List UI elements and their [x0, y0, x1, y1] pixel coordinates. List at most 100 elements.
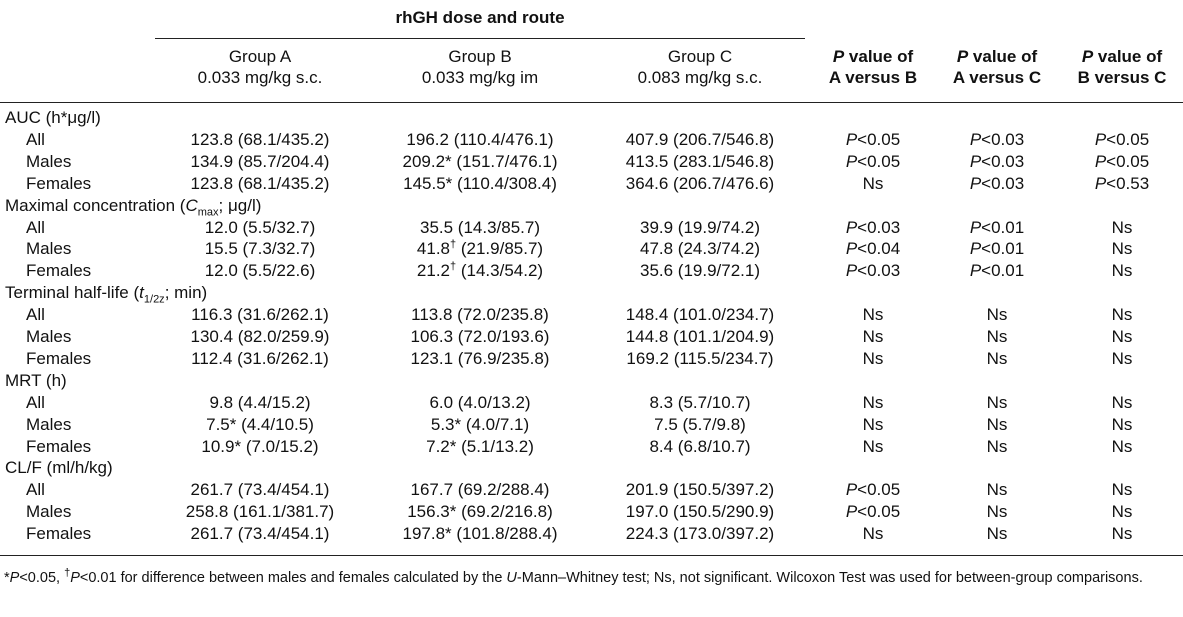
- cell: 145.5* (110.4/308.4): [403, 173, 557, 193]
- cell: 10.9* (7.0/15.2): [201, 436, 319, 456]
- section-label-part: Terminal half-life (: [5, 283, 140, 303]
- cell: 12.0 (5.5/32.7): [204, 217, 316, 237]
- cell: 8.3 (5.7/10.7): [649, 392, 751, 412]
- cell: 148.4 (101.0/234.7): [625, 305, 775, 325]
- cell: Ns: [986, 392, 1008, 412]
- row-label: Females: [26, 436, 92, 456]
- section-label-part: AUC (h*μg/l): [5, 108, 101, 127]
- cell: P<0.05: [1094, 151, 1150, 171]
- section-label-part: CL/F (ml/h/kg): [5, 458, 113, 478]
- row-label: Females: [26, 173, 92, 193]
- cell: 261.7 (73.4/454.1): [190, 480, 330, 500]
- cell: Ns: [986, 305, 1008, 325]
- row-label: Males: [26, 502, 72, 522]
- column-header: P value of: [1081, 47, 1163, 66]
- cell: 7.5 (5.7/9.8): [654, 414, 746, 434]
- row-label: Females: [26, 261, 92, 281]
- footnote: *P<0.05, †P<0.01 for difference between …: [4, 568, 1179, 589]
- section-label-part: C: [185, 195, 198, 215]
- cell: P<0.05: [845, 151, 901, 171]
- cell: Ns: [1111, 217, 1133, 237]
- cell: Ns: [986, 327, 1008, 346]
- cell: Ns: [1111, 480, 1133, 500]
- footnote-mark: *: [4, 570, 10, 586]
- section-label: CL/F (ml/h/kg): [5, 458, 113, 478]
- column-header: P value of: [956, 47, 1038, 66]
- cell: 224.3 (173.0/397.2): [625, 524, 775, 544]
- section-label-part: ; μg/l): [218, 195, 262, 215]
- cell: P<0.01: [969, 217, 1025, 237]
- cell: P<0.04: [845, 239, 901, 259]
- cell: 12.0 (5.5/22.6): [204, 261, 316, 281]
- cell: 201.9 (150.5/397.2): [625, 480, 775, 500]
- column-header: A versus B: [828, 68, 918, 87]
- cell: Ns: [1111, 239, 1133, 259]
- row-label: All: [26, 392, 45, 412]
- footnote-text: U: [506, 570, 517, 586]
- rule: [155, 38, 805, 39]
- section-label-part: t: [139, 283, 144, 303]
- cell: 123.8 (68.1/435.2): [190, 173, 330, 193]
- column-header: 0.083 mg/kg s.c.: [637, 68, 763, 87]
- cell: 35.5 (14.3/85.7): [419, 217, 541, 237]
- section-label-part: ; min): [164, 283, 208, 303]
- cell: 123.8 (68.1/435.2): [190, 129, 330, 149]
- cell: P<0.03: [969, 151, 1025, 171]
- cell: Ns: [862, 414, 884, 434]
- section-label: AUC (h*μg/l): [5, 108, 101, 128]
- cell: 156.3* (69.2/216.8): [407, 502, 553, 522]
- row-label: All: [26, 305, 45, 325]
- cell: Ns: [986, 348, 1008, 368]
- cell: 261.7 (73.4/454.1): [190, 524, 330, 544]
- cell: 364.6 (206.7/476.6): [625, 173, 775, 193]
- cell: Ns: [1111, 348, 1133, 368]
- cell: Ns: [862, 305, 884, 325]
- cell: 41.8† (21.9/85.7): [416, 238, 544, 259]
- section-label: Terminal half-life (t1/2z; min): [5, 283, 208, 306]
- column-header: Group C: [667, 47, 733, 66]
- footnote-text: -Mann–Whitney test; Ns, not significant.…: [516, 570, 1143, 586]
- cell: 197.0 (150.5/290.9): [625, 502, 775, 522]
- cell: 413.5 (283.1/546.8): [625, 151, 775, 171]
- row-label: Males: [26, 327, 72, 346]
- column-header: B versus C: [1077, 68, 1167, 87]
- cell: Ns: [1111, 305, 1133, 325]
- column-header: 0.033 mg/kg im: [421, 68, 539, 87]
- cell: Ns: [1111, 524, 1133, 544]
- column-header: P value of: [832, 47, 914, 66]
- row-label: All: [26, 129, 45, 149]
- cell: Ns: [862, 173, 884, 193]
- cell: 134.9 (85.7/204.4): [190, 151, 330, 171]
- rule: [0, 555, 1183, 556]
- cell: 196.2 (110.4/476.1): [406, 129, 554, 149]
- section-label: MRT (h): [5, 371, 67, 391]
- cell: 169.2 (115.5/234.7): [626, 348, 774, 368]
- section-label-part: Maximal concentration (: [5, 195, 186, 215]
- cell: P<0.03: [845, 217, 901, 237]
- row-label: Males: [26, 239, 72, 259]
- section-label-part: 1/2z: [143, 293, 165, 306]
- cell: 6.0 (4.0/13.2): [429, 392, 531, 412]
- cell: 130.4 (82.0/259.9): [190, 327, 330, 346]
- cell: Ns: [1111, 327, 1133, 346]
- cell: 258.8 (161.1/381.7): [185, 502, 335, 522]
- row-label: Males: [26, 414, 72, 434]
- cell: 9.8 (4.4/15.2): [209, 392, 311, 412]
- cell: 209.2* (151.7/476.1): [402, 151, 558, 171]
- cell: 113.8 (72.0/235.8): [411, 305, 549, 325]
- cell: 167.7 (69.2/288.4): [410, 480, 550, 500]
- cell: 123.1 (76.9/235.8): [410, 348, 550, 368]
- section-label-part: max: [197, 205, 219, 218]
- cell: 407.9 (206.7/546.8): [625, 129, 775, 149]
- footnote-text: P: [70, 570, 80, 586]
- span-title: rhGH dose and route: [395, 8, 565, 27]
- cell: 116.3 (31.6/262.1): [191, 305, 329, 325]
- cell: P<0.03: [969, 173, 1025, 193]
- cell: P<0.01: [969, 261, 1025, 281]
- cell: P<0.05: [1094, 129, 1150, 149]
- footnote-text: <0.01 for difference between males and f…: [79, 570, 507, 586]
- cell: P<0.01: [969, 239, 1025, 259]
- footnote-text: <0.05,: [19, 570, 65, 586]
- footnote-mark: †: [64, 567, 71, 580]
- column-header: Group A: [228, 47, 292, 66]
